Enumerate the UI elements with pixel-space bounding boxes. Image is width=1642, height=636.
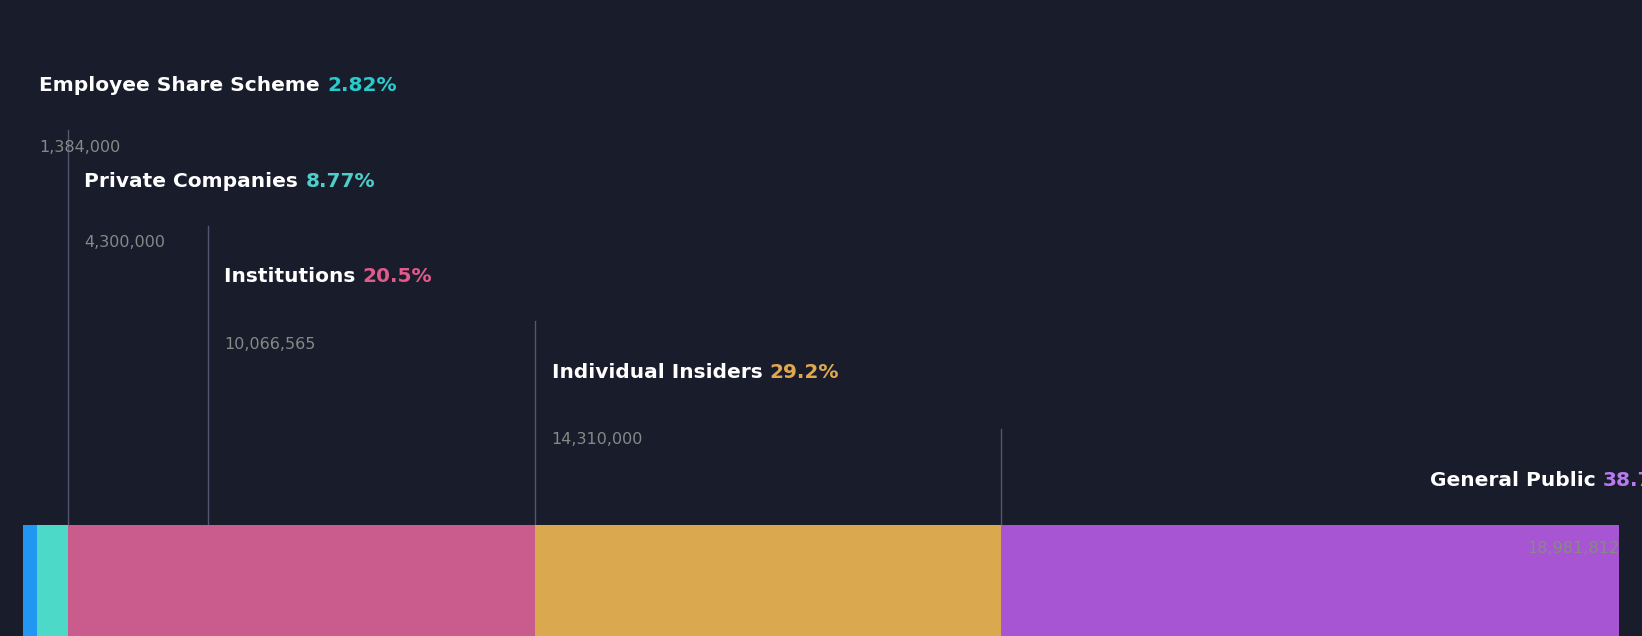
Bar [67, 525, 209, 636]
Text: Employee Share Scheme: Employee Share Scheme [39, 76, 327, 95]
Text: 1,384,000: 1,384,000 [39, 140, 120, 155]
Bar [23, 525, 36, 636]
Text: 8.77%: 8.77% [305, 172, 374, 191]
Text: General Public: General Public [1430, 471, 1603, 490]
Text: 4,300,000: 4,300,000 [84, 235, 166, 251]
Bar [1002, 525, 1619, 636]
Text: 2.82%: 2.82% [327, 76, 397, 95]
Text: 10,066,565: 10,066,565 [225, 337, 315, 352]
Bar [209, 525, 535, 636]
Text: 38.7%: 38.7% [1603, 471, 1642, 490]
Text: 20.5%: 20.5% [363, 267, 432, 286]
Text: 14,310,000: 14,310,000 [552, 432, 644, 448]
Text: 18,981,812: 18,981,812 [1527, 541, 1619, 556]
Text: 29.2%: 29.2% [770, 363, 839, 382]
Bar [36, 525, 67, 636]
Text: Individual Insiders: Individual Insiders [552, 363, 770, 382]
Bar [535, 525, 1002, 636]
Text: Institutions: Institutions [225, 267, 363, 286]
Text: Private Companies: Private Companies [84, 172, 305, 191]
